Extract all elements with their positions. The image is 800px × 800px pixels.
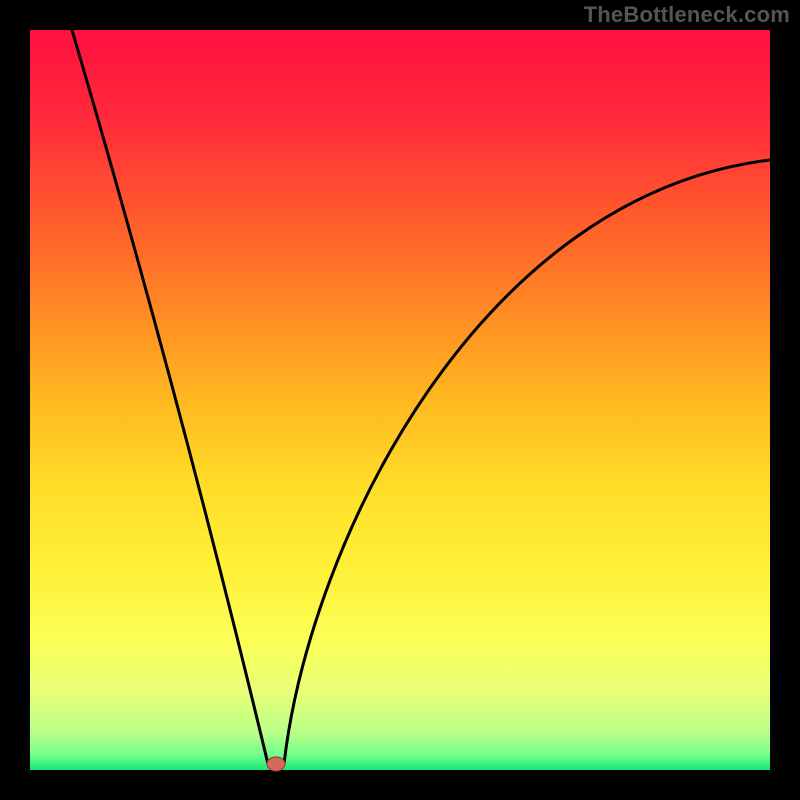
chart-container: TheBottleneck.com xyxy=(0,0,800,800)
minimum-marker xyxy=(267,757,285,771)
watermark-label: TheBottleneck.com xyxy=(584,2,790,28)
plot-background xyxy=(30,30,770,770)
bottleneck-chart xyxy=(0,0,800,800)
